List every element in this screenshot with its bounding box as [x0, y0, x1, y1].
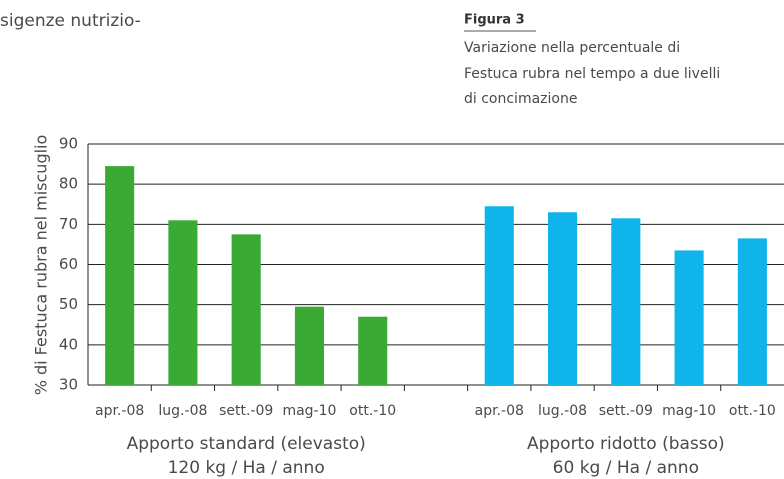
x-tick-label: apr.-08: [475, 403, 524, 419]
bar: [737, 238, 767, 385]
x-tick-label: apr.-08: [95, 403, 144, 419]
bar: [547, 212, 578, 385]
caption-line: Variazione nella percentuale di: [464, 40, 680, 56]
x-tick-label: ott.-10: [729, 403, 776, 419]
y-tick-label: 30: [59, 376, 78, 394]
y-tick-label: 50: [59, 295, 78, 313]
x-tick-label: sett.-09: [599, 403, 653, 419]
x-tick-label: mag-10: [282, 403, 336, 419]
x-tick-label: mag-10: [662, 403, 716, 419]
bar: [168, 220, 198, 385]
bar: [105, 166, 135, 385]
group-label: 120 kg / Ha / anno: [168, 458, 325, 478]
group-label: Apporto ridotto (basso): [527, 434, 725, 454]
bar: [484, 206, 514, 385]
caption-line: di concimazione: [464, 91, 577, 107]
y-tick-label: 80: [59, 175, 78, 193]
bar: [358, 316, 388, 385]
body-text: sigenze nutrizio-: [0, 11, 141, 31]
y-axis-label: % di Festuca rubra nel miscuglio: [32, 135, 51, 396]
x-tick-label: sett.-09: [219, 403, 273, 419]
group-label: Apporto standard (elevasto): [127, 434, 366, 454]
y-tick-label: 60: [59, 255, 78, 273]
x-tick-label: lug.-08: [158, 403, 207, 419]
bar: [294, 306, 325, 385]
y-tick-label: 70: [59, 215, 78, 233]
bar: [674, 250, 704, 385]
group-label: 60 kg / Ha / anno: [553, 458, 699, 478]
y-tick-label: 90: [59, 135, 78, 153]
figure-label: Figura 3: [464, 13, 525, 28]
bar: [611, 218, 641, 385]
caption-line: Festuca rubra nel tempo a due livelli: [464, 66, 720, 82]
y-tick-label: 40: [59, 335, 78, 353]
bar: [231, 234, 261, 385]
x-tick-label: lug.-08: [538, 403, 587, 419]
x-tick-label: ott.-10: [349, 403, 396, 419]
